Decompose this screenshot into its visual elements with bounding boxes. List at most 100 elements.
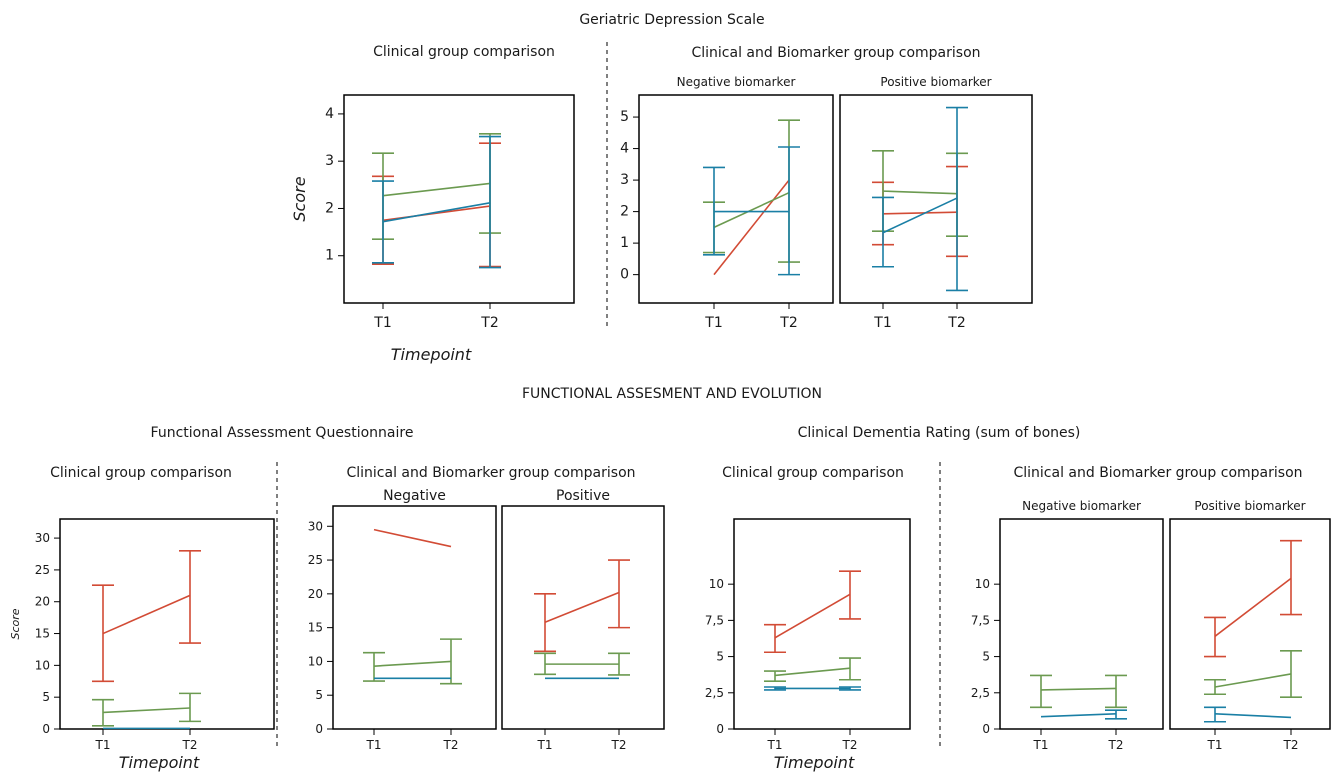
y-tick-label: 0 <box>42 722 50 736</box>
series-red <box>713 179 790 276</box>
x-tick-label: T2 <box>842 738 858 752</box>
x-tick-label: T2 <box>182 738 198 752</box>
series-green <box>372 132 501 240</box>
y-tick-label: 25 <box>35 563 50 577</box>
x-tick-label: T1 <box>366 738 382 752</box>
series-line <box>102 707 191 714</box>
y-tick-label: 5 <box>315 688 323 702</box>
heading-gds: Geriatric Depression Scale <box>579 12 764 28</box>
series-green <box>872 149 968 237</box>
series-line <box>373 660 452 667</box>
y-tick-label: 10 <box>975 577 990 591</box>
chart-title: Clinical group comparison <box>50 465 232 481</box>
series-red <box>872 165 968 258</box>
x-tick-label: T2 <box>779 315 797 331</box>
y-tick-label: 15 <box>35 627 50 641</box>
y-tick-label: 4 <box>325 106 334 122</box>
x-axis-title: Timepoint <box>391 345 472 364</box>
x-tick-label: T1 <box>537 738 553 752</box>
y-tick-label: 5 <box>982 650 990 664</box>
series-red <box>373 528 452 548</box>
series-line <box>1040 687 1117 691</box>
series-green <box>534 652 630 676</box>
y-tick-label: 0 <box>315 722 323 736</box>
series-line <box>882 190 958 195</box>
series-green <box>92 692 201 727</box>
series-line <box>882 211 958 215</box>
y-tick-label: 1 <box>325 248 334 264</box>
y-tick-label: 20 <box>308 587 323 601</box>
series-line <box>1214 577 1292 637</box>
chart-cdr_pos: Positive biomarker T1 T2 <box>1169 499 1331 752</box>
plot-frame <box>59 518 275 730</box>
y-tick-label: 30 <box>308 519 323 533</box>
series-line <box>102 594 191 635</box>
chart-faq_pos: Positive T1 T2 <box>501 488 665 752</box>
x-tick-label: T2 <box>1108 738 1124 752</box>
series-blue <box>872 106 968 292</box>
series-line <box>382 182 491 197</box>
series-line <box>1214 712 1292 719</box>
y-tick-label: 7,5 <box>971 613 990 627</box>
plot-frame <box>733 518 911 730</box>
plot-frame <box>332 505 497 730</box>
panel-label: Positive <box>556 488 610 504</box>
x-tick-label: T1 <box>373 315 391 331</box>
chart-title: Clinical group comparison <box>373 44 555 60</box>
plot-frame <box>999 518 1164 730</box>
panel-label: Positive biomarker <box>880 75 991 89</box>
series-red <box>534 559 630 653</box>
plot-frame <box>1169 518 1331 730</box>
x-tick-label: T1 <box>1033 738 1049 752</box>
y-tick-label: 2,5 <box>705 686 724 700</box>
y-tick-label: 5 <box>620 109 629 125</box>
series-line <box>713 179 790 276</box>
x-tick-label: T2 <box>443 738 459 752</box>
x-tick-label: T1 <box>873 315 891 331</box>
plot-frame <box>839 94 1033 304</box>
series-line <box>373 528 452 548</box>
series-red <box>1204 539 1302 658</box>
plot-frame <box>343 94 575 304</box>
y-tick-label: 20 <box>35 595 50 609</box>
y-tick-label: 1 <box>620 235 629 251</box>
panel-label: Negative <box>383 488 446 504</box>
y-tick-label: 15 <box>308 621 323 635</box>
series-line <box>713 191 790 229</box>
panel-label: Positive biomarker <box>1194 499 1305 513</box>
y-tick-label: 3 <box>325 153 334 169</box>
heading-faq: Functional Assessment Questionnaire <box>151 425 414 441</box>
x-tick-label: T1 <box>767 738 783 752</box>
series-line <box>774 593 851 639</box>
series-line <box>774 667 851 677</box>
series-green <box>1030 674 1127 709</box>
y-tick-label: 25 <box>308 553 323 567</box>
series-line <box>882 197 958 234</box>
chart-cdr_neg: Clinical and Biomarker group comparison N… <box>971 465 1303 752</box>
y-axis-title: Score <box>9 608 22 639</box>
x-axis-title: Timepoint <box>119 753 200 772</box>
chart-cdr_clinical: Clinical group comparison 0 2,5 5 7,5 10 T1 T2T… <box>705 465 911 772</box>
y-tick-label: 7,5 <box>705 613 724 627</box>
y-tick-label: 2,5 <box>971 686 990 700</box>
series-blue <box>1204 706 1292 723</box>
y-tick-label: 0 <box>716 722 724 736</box>
chart-gds_pos: Positive biomarker T1 T2 <box>839 75 1033 331</box>
series-line <box>1040 712 1117 718</box>
series-blue <box>703 146 800 276</box>
y-tick-label: 4 <box>620 141 629 157</box>
x-tick-label: T2 <box>611 738 627 752</box>
series-line <box>382 201 491 223</box>
x-tick-label: T2 <box>947 315 965 331</box>
chart-gds_clinical: Clinical group comparison 1 2 3 4 T1 T2 Timepoi… <box>290 44 575 364</box>
y-tick-label: 2 <box>620 204 629 220</box>
series-green <box>363 638 462 685</box>
x-axis-title: Timepoint <box>774 753 855 772</box>
chart-title: Clinical group comparison <box>722 465 904 481</box>
series-blue <box>1040 709 1127 720</box>
plot-frame <box>501 505 665 730</box>
heading-functional: FUNCTIONAL ASSESMENT AND EVOLUTION <box>522 386 822 402</box>
y-tick-label: 5 <box>716 650 724 664</box>
panel-label: Negative biomarker <box>677 75 796 89</box>
